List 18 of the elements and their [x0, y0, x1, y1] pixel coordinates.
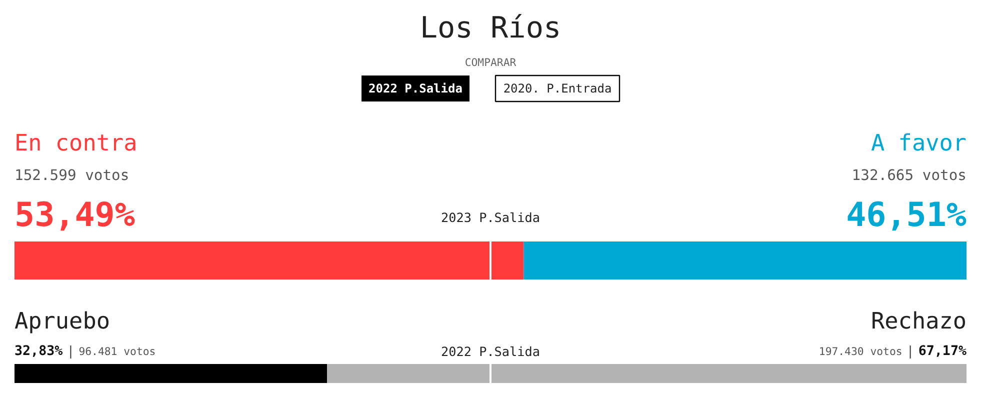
chart-title: Los Ríos: [420, 10, 562, 44]
data-label: 46,51%: [846, 195, 967, 234]
ref-line-label: 2022 P.Salida: [440, 344, 540, 359]
text: En contra: [14, 130, 138, 156]
data-label: 53,49%: [14, 195, 135, 234]
text: 152.599 votos: [14, 167, 130, 184]
data-label: 32,83%: [14, 344, 63, 359]
series-label: Apruebo: [14, 308, 110, 334]
ref-line-label: 2023 P.Salida: [440, 210, 540, 225]
text: 2022 P.Salida: [368, 82, 462, 96]
data-label: 67,17%: [918, 344, 967, 359]
text: A favor: [871, 130, 967, 156]
text: 132.665 votos: [852, 167, 967, 184]
text: COMPARAR: [464, 56, 517, 69]
text: 2020. P.Entrada: [503, 82, 612, 96]
text: 96.481 votos: [78, 345, 156, 358]
text: 197.430 votos: [818, 345, 902, 358]
series-label: Rechazo: [871, 308, 967, 334]
